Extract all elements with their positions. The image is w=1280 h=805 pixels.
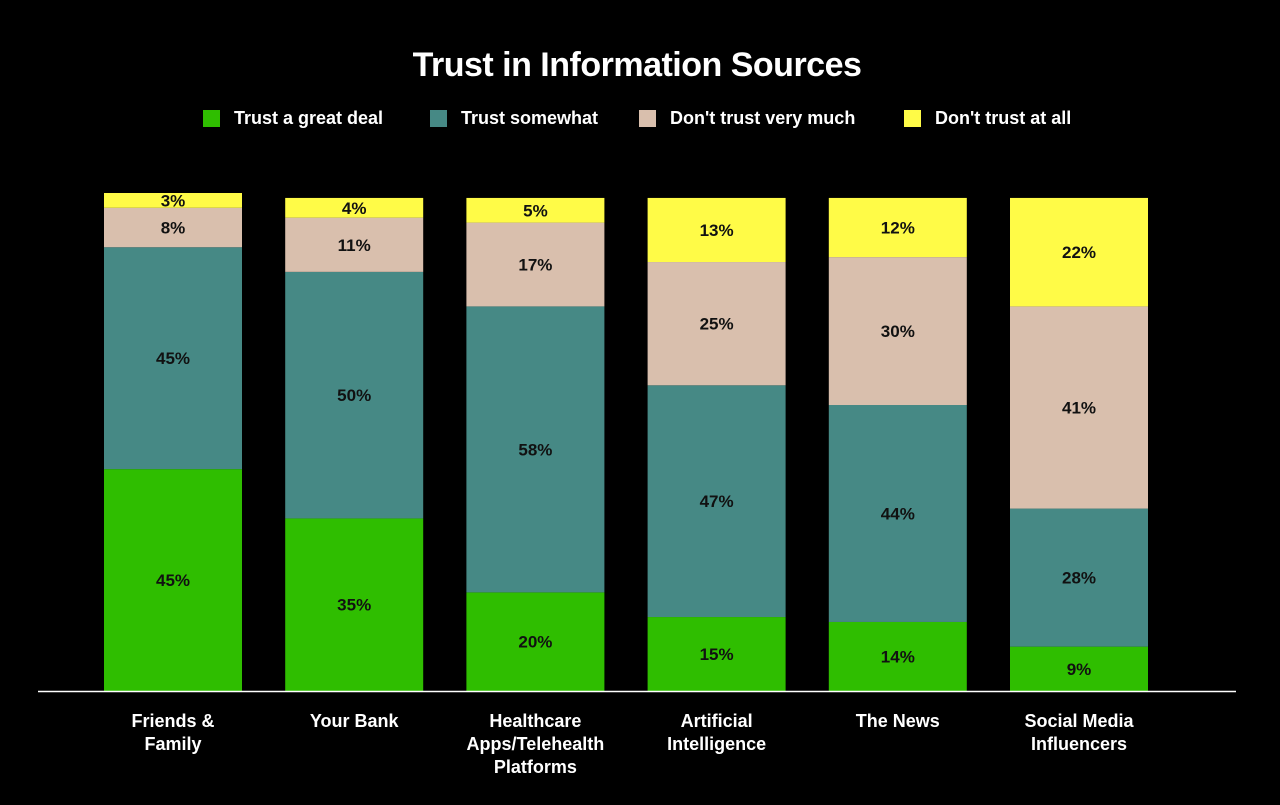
data-label: 5% bbox=[523, 201, 548, 220]
bar-segment bbox=[828, 197, 967, 258]
legend-label: Trust somewhat bbox=[461, 108, 599, 128]
data-label: 22% bbox=[1062, 243, 1096, 262]
x-tick-label-line: Intelligence bbox=[667, 734, 767, 754]
legend-label: Don't trust at all bbox=[935, 108, 1072, 128]
bar-segment bbox=[647, 617, 786, 691]
legend: Trust a great deal Trust somewhat Don't … bbox=[0, 108, 1280, 138]
bar-segment bbox=[285, 217, 424, 272]
x-tick-label-line: Friends & bbox=[131, 711, 215, 731]
bar-segment bbox=[285, 197, 424, 218]
x-tick-label: Your Bank bbox=[269, 710, 439, 733]
data-label: 17% bbox=[518, 255, 552, 274]
bar-segment bbox=[1010, 197, 1148, 307]
data-label: 14% bbox=[881, 647, 915, 666]
data-label: 3% bbox=[161, 191, 186, 210]
data-label: 44% bbox=[881, 504, 915, 523]
bar-segment bbox=[828, 621, 967, 691]
data-label: 30% bbox=[881, 322, 915, 341]
x-tick-label-line: Artificial bbox=[680, 711, 753, 731]
data-label: 58% bbox=[518, 440, 552, 459]
bar-segment bbox=[1010, 306, 1148, 509]
bar-segment bbox=[647, 197, 786, 263]
x-tick-label-line: Apps/Telehealth bbox=[466, 734, 605, 754]
bar-segment bbox=[1010, 508, 1148, 647]
legend-label: Don't trust very much bbox=[670, 108, 856, 128]
bar-segment bbox=[647, 262, 786, 386]
bar-segment bbox=[466, 306, 605, 593]
bar-segment bbox=[828, 257, 967, 406]
x-tick-label-line: Social Media bbox=[1024, 711, 1134, 731]
bar-segment bbox=[1010, 646, 1148, 691]
legend-swatch bbox=[430, 110, 447, 127]
x-tick-label-line: Family bbox=[144, 734, 202, 754]
legend-item-dont-trust-very-much: Don't trust very much bbox=[639, 108, 855, 129]
bar-segment bbox=[828, 405, 967, 622]
bar-segment bbox=[104, 193, 242, 208]
x-tick-label: Friends & Family bbox=[88, 710, 258, 756]
x-tick-label: Social Media Influencers bbox=[994, 710, 1164, 756]
x-tick-label-line: Influencers bbox=[1030, 734, 1128, 754]
data-label: 45% bbox=[156, 349, 190, 368]
bar-segment bbox=[466, 592, 605, 691]
legend-item-trust-great-deal: Trust a great deal bbox=[203, 108, 383, 129]
bar-segment bbox=[104, 207, 242, 248]
bar-segment bbox=[647, 385, 786, 618]
bar-segment bbox=[285, 271, 424, 519]
chart-title: Trust in Information Sources bbox=[412, 46, 862, 84]
data-label: 15% bbox=[700, 645, 734, 664]
data-label: 12% bbox=[881, 219, 915, 238]
data-label: 45% bbox=[156, 571, 190, 590]
data-label: 4% bbox=[342, 199, 367, 218]
legend-swatch bbox=[639, 110, 656, 127]
legend-label: Trust a great deal bbox=[234, 108, 384, 128]
data-label: 35% bbox=[337, 596, 371, 615]
data-label: 41% bbox=[1062, 398, 1096, 417]
bar-segment bbox=[285, 518, 424, 691]
data-label: 47% bbox=[700, 492, 734, 511]
x-tick-label-line: Platforms bbox=[493, 757, 577, 777]
data-label: 11% bbox=[338, 236, 371, 255]
bar-segment bbox=[104, 247, 242, 470]
data-label: 25% bbox=[700, 315, 734, 334]
legend-item-dont-trust-at-all: Don't trust at all bbox=[904, 108, 1071, 129]
data-label: 50% bbox=[337, 386, 371, 405]
legend-item-trust-somewhat: Trust somewhat bbox=[430, 108, 598, 129]
x-tick-label: Healthcare Apps/Telehealth Platforms bbox=[450, 710, 620, 779]
data-label: 8% bbox=[161, 219, 186, 238]
x-tick-label-line: Healthcare bbox=[489, 711, 582, 731]
bar-segment bbox=[466, 197, 605, 223]
data-label: 28% bbox=[1062, 569, 1096, 588]
bar-segment bbox=[104, 469, 242, 691]
x-tick-label: The News bbox=[813, 710, 983, 733]
x-tick-label-line: The News bbox=[855, 711, 940, 731]
legend-swatch bbox=[203, 110, 220, 127]
data-label: 9% bbox=[1067, 660, 1092, 679]
x-tick-label-line: Your Bank bbox=[309, 711, 399, 731]
bar-segment bbox=[466, 222, 605, 307]
data-label: 13% bbox=[700, 221, 734, 240]
legend-swatch bbox=[904, 110, 921, 127]
data-label: 20% bbox=[518, 633, 552, 652]
x-tick-label: Artificial Intelligence bbox=[632, 710, 802, 756]
